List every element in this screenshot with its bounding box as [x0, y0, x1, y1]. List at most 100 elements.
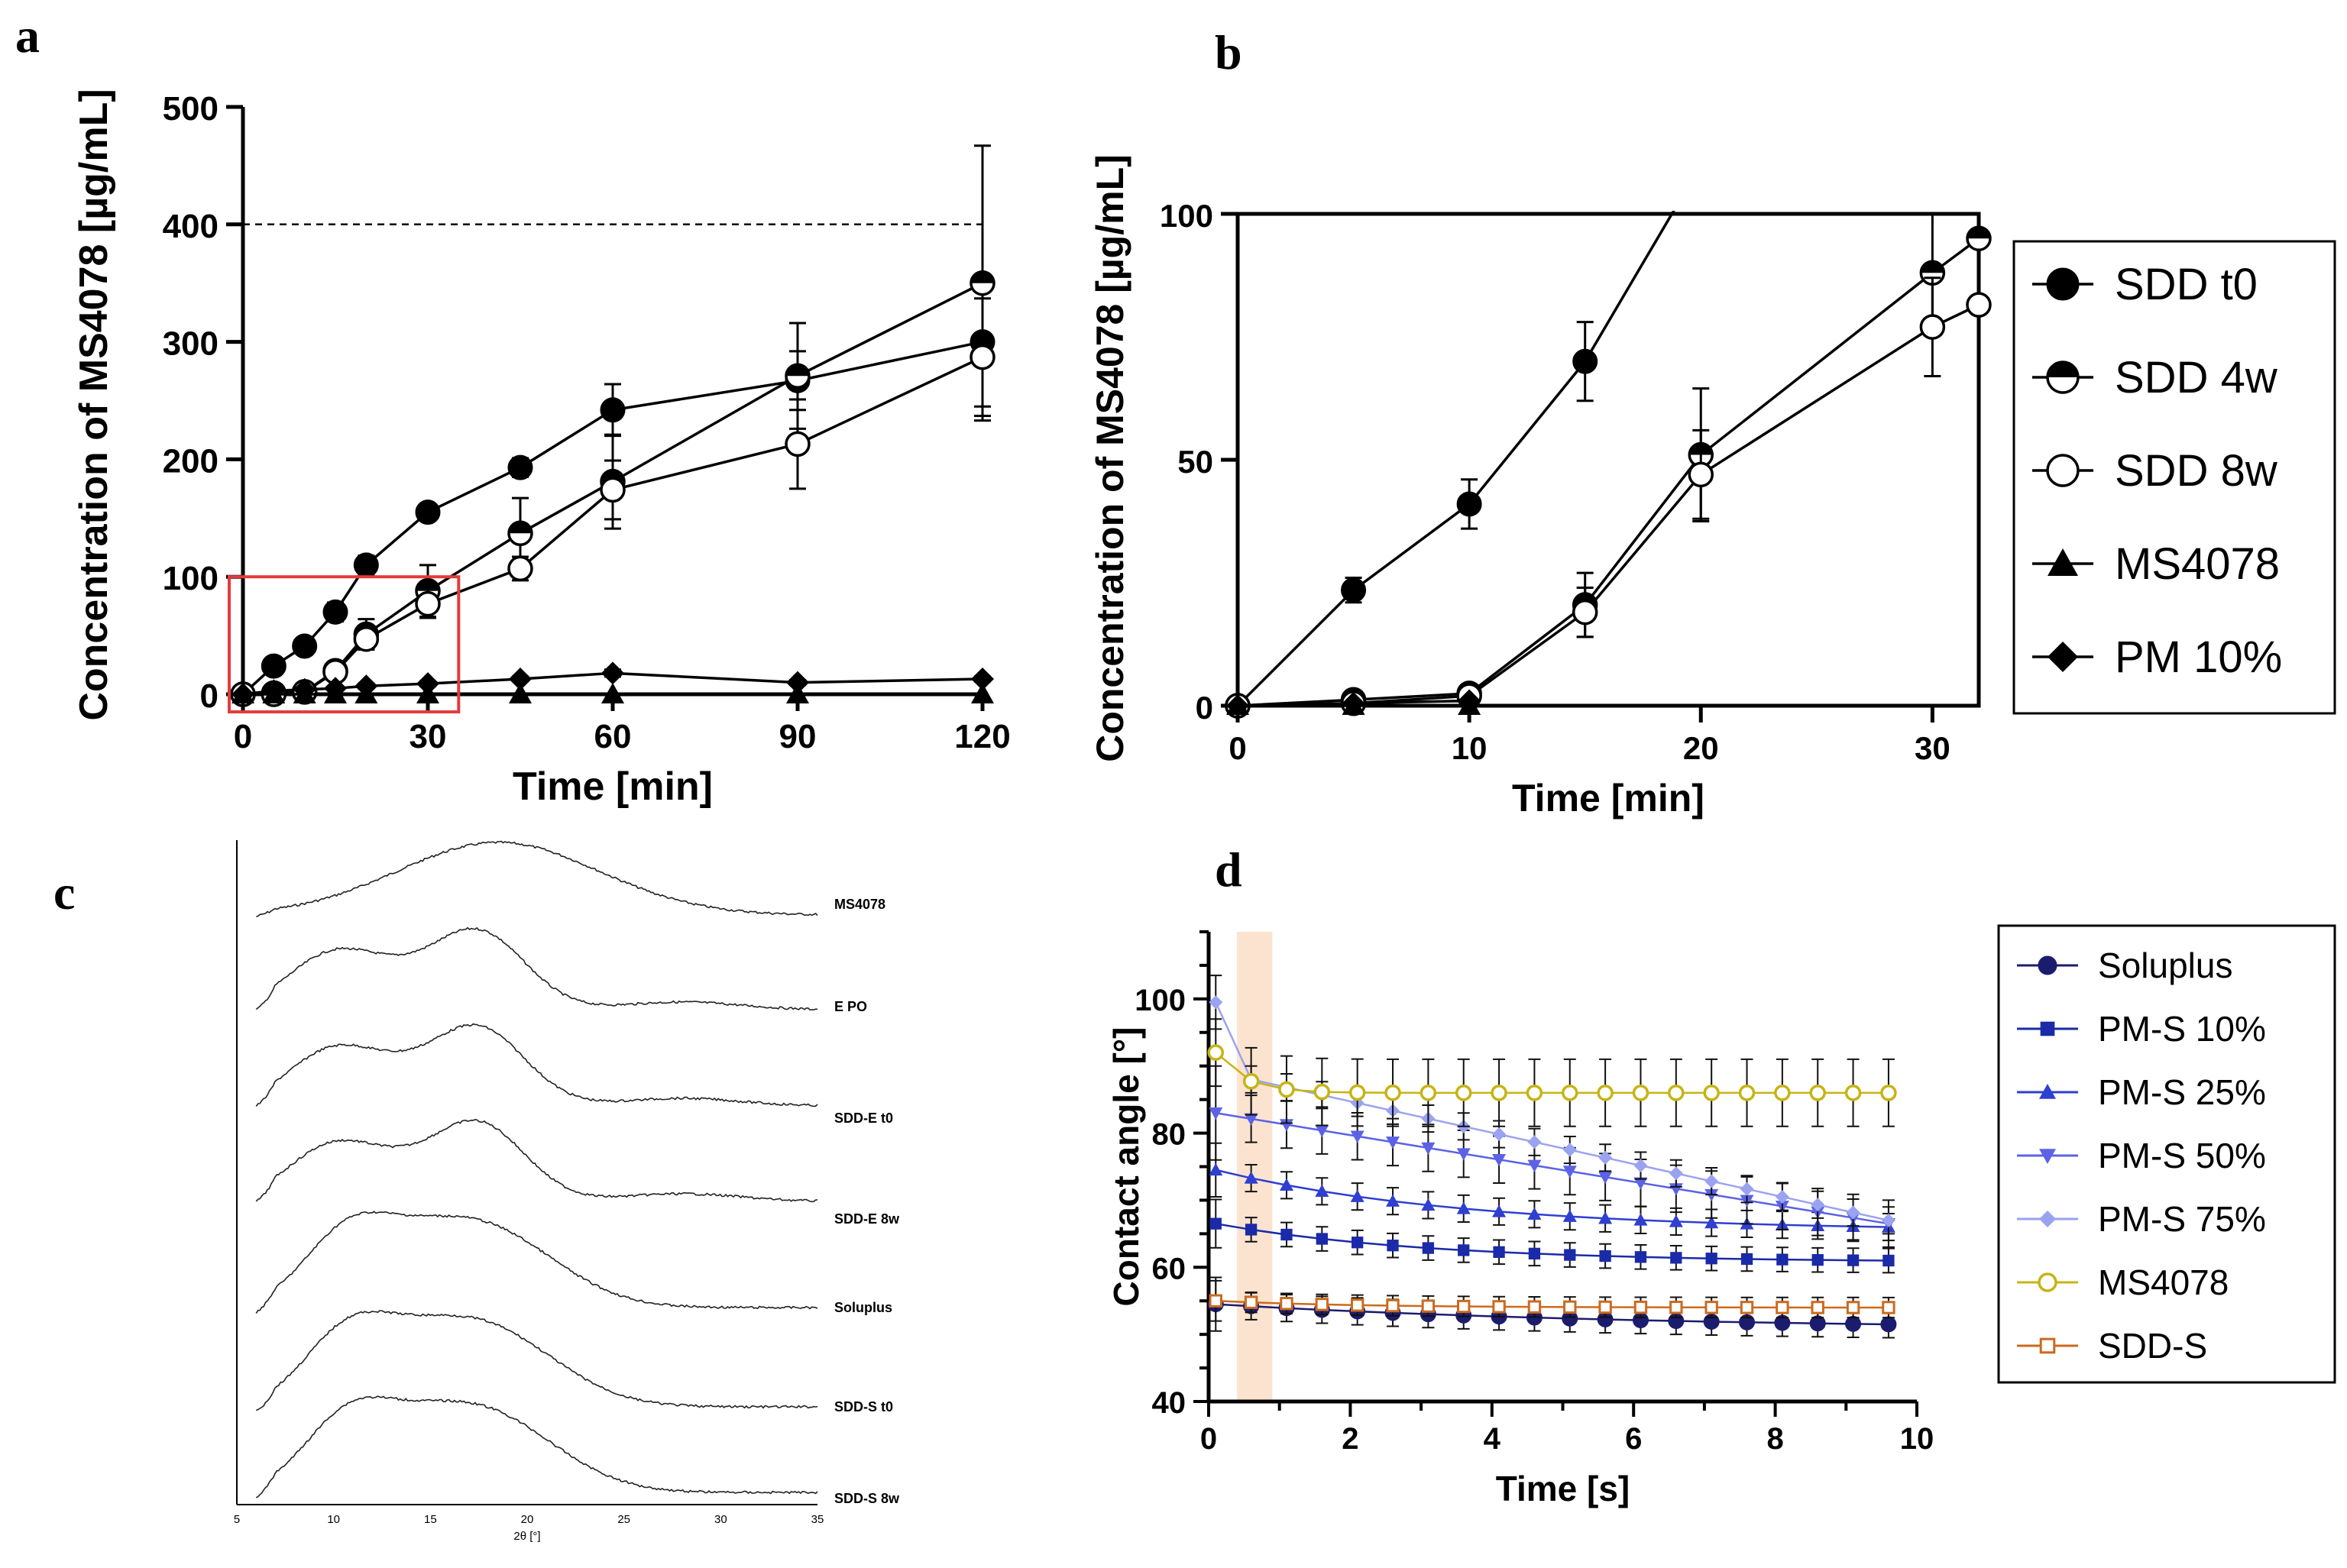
data-point-sdd-t0	[600, 397, 626, 423]
data-point-pm-s-10-	[1493, 1246, 1505, 1258]
x-tick-label: 90	[779, 718, 817, 755]
data-point-pm-s-25-	[1704, 1216, 1719, 1229]
data-point-pm-s-75-	[1527, 1135, 1542, 1149]
data-point-pm-s-25-	[1492, 1204, 1507, 1217]
legend-marker-sdd-t0	[2046, 267, 2080, 301]
legend-label-sdd-t0: SDD t0	[2115, 260, 2258, 309]
legend-label-sdd-s: SDD-S	[2098, 1326, 2207, 1366]
data-point-sdd-s	[1527, 1300, 1542, 1314]
y-tick-label: 400	[163, 208, 219, 245]
legend-box	[1997, 924, 2336, 1384]
y-tick-label: 0	[1196, 690, 1213, 726]
xrd-trace-sdd-s-8w	[255, 1395, 818, 1498]
data-point-sdd-s	[1633, 1300, 1648, 1314]
y-tick-label: 100	[1160, 198, 1213, 234]
panel-letter-a: a	[15, 8, 40, 63]
data-point-sdd-t0	[292, 633, 318, 659]
x-tick-label: 120	[954, 718, 1010, 755]
data-point-ms4078	[509, 683, 532, 703]
data-point-sdd-s	[1386, 1298, 1400, 1313]
legend-d: Soluplus PM-S 10% PM-S 25% PM-S 50% PM-S 75%…	[1997, 924, 2336, 1384]
xrd-trace-ms4078	[256, 840, 818, 917]
x-tick-label: 25	[617, 1513, 630, 1526]
legend-marker-sdd-4w	[2046, 360, 2080, 394]
data-point-pm-s-10-	[1209, 1217, 1222, 1230]
x-axis-title: Time [min]	[513, 765, 713, 809]
data-point-sdd-4w-half	[971, 271, 994, 283]
x-tick-label: 10	[327, 1513, 340, 1526]
data-point-sdd-8w	[415, 590, 441, 617]
xrd-trace-sdd-s-t0	[255, 1310, 818, 1411]
data-point-sdd-4w-half	[416, 579, 439, 591]
data-point-pm-s-25-	[1598, 1211, 1613, 1224]
series-line-pm-s-25-	[1215, 1169, 1889, 1228]
data-point-sdd-8w	[1919, 314, 1946, 340]
data-point-pm-10-	[231, 683, 254, 706]
xrd-trace-sdd-e-t0	[255, 1023, 818, 1107]
data-point-sdd-4w	[507, 520, 533, 547]
data-point-sdd-s	[1776, 1301, 1789, 1314]
legend-marker-pm-10-	[2048, 642, 2078, 672]
y-axis-title: Concentration of MS4078 [µg/mL]	[72, 89, 116, 720]
data-point-sdd-t0	[1572, 348, 1598, 374]
legend-label-sdd-8w: SDD 8w	[2115, 446, 2278, 496]
data-point-sdd-8w	[507, 555, 533, 582]
data-point-sdd-t0	[322, 599, 348, 625]
data-point-ms4078	[1809, 1085, 1826, 1101]
x-tick-label: 6	[1625, 1422, 1642, 1456]
data-point-pm-s-50-	[1598, 1171, 1613, 1185]
data-point-pm-10-	[324, 677, 347, 700]
data-point-pm-10-	[293, 677, 316, 701]
xrd-label-soluplus: Soluplus	[834, 1300, 892, 1315]
legend-label-pm-10-: PM 10%	[2115, 632, 2282, 682]
chart-panel-b: 0 50 100 0 10 20 30 Time [min] Concentration of …	[1089, 154, 2336, 820]
data-point-pm-s-25-	[1315, 1184, 1329, 1197]
data-point-soluplus	[1880, 1316, 1897, 1333]
data-point-sdd-t0	[1341, 577, 1367, 603]
data-point-pm-10-	[354, 674, 378, 698]
data-point-ms4078	[1455, 1085, 1472, 1101]
data-point-pm-s-10-	[1776, 1253, 1789, 1266]
data-point-ms4078	[1313, 1083, 1331, 1101]
y-tick-label: 500	[163, 90, 219, 128]
data-point-pm-10-	[601, 661, 624, 685]
data-point-ms4078	[1668, 1085, 1685, 1101]
data-point-pm-s-25-	[1350, 1189, 1364, 1202]
data-point-sdd-8w	[1572, 599, 1598, 626]
legend-label-soluplus: Soluplus	[2098, 946, 2232, 985]
x-axis-title: 2θ [°]	[513, 1530, 540, 1543]
data-point-pm-10-	[1226, 694, 1249, 717]
y-tick-label: 80	[1152, 1118, 1186, 1152]
data-point-pm-s-50-	[1315, 1124, 1329, 1138]
data-point-ms4078	[971, 683, 994, 703]
series-line-sdd-t0	[1236, 211, 1675, 707]
data-point-sdd-s	[1421, 1299, 1436, 1313]
data-point-pm-s-25-	[1633, 1213, 1648, 1226]
data-point-pm-s-10-	[1564, 1249, 1576, 1261]
data-point-sdd-t0	[415, 499, 441, 525]
data-point-pm-s-10-	[1280, 1228, 1293, 1241]
legend-marker-ms4078	[2038, 1272, 2057, 1292]
x-tick-label: 20	[521, 1513, 534, 1526]
data-point-pm-s-10-	[1670, 1252, 1682, 1264]
x-tick-label: 10	[1452, 730, 1488, 766]
data-point-pm-10-	[786, 671, 809, 694]
x-tick-label: 0	[234, 718, 252, 755]
data-point-pm-s-75-	[1598, 1150, 1613, 1165]
data-point-sdd-4w	[785, 363, 811, 389]
x-tick-label: 20	[1683, 730, 1719, 766]
legend-marker-soluplus	[2038, 955, 2057, 975]
chart-panel-d: 40 60 80 100 0 2 4 6 8 10 Time [s] Contact angle [°…	[1106, 924, 2336, 1508]
data-point-pm-s-75-	[1811, 1198, 1825, 1212]
x-tick-label: 30	[1915, 730, 1950, 766]
data-point-pm-s-75-	[1775, 1190, 1789, 1204]
x-tick-label: 4	[1484, 1422, 1501, 1456]
data-point-pm-s-50-	[1350, 1130, 1364, 1143]
data-point-pm-s-10-	[1528, 1247, 1541, 1260]
data-point-pm-s-75-	[1492, 1127, 1507, 1142]
x-tick-label: 5	[234, 1513, 240, 1526]
data-point-ms4078	[1526, 1085, 1543, 1101]
x-tick-label: 10	[1900, 1422, 1934, 1456]
data-point-pm-s-75-	[1209, 995, 1223, 1010]
